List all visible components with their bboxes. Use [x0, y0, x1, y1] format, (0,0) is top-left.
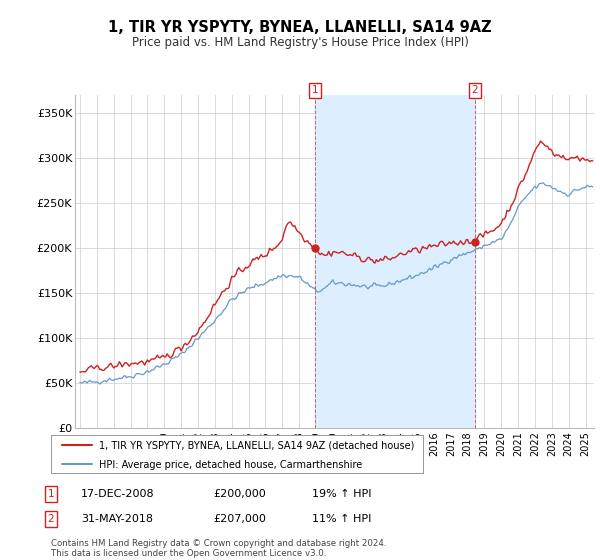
Text: 31-MAY-2018: 31-MAY-2018: [81, 514, 153, 524]
Text: £207,000: £207,000: [213, 514, 266, 524]
Text: 2: 2: [472, 85, 478, 95]
Text: Contains HM Land Registry data © Crown copyright and database right 2024.
This d: Contains HM Land Registry data © Crown c…: [51, 539, 386, 558]
Text: 1, TIR YR YSPYTY, BYNEA, LLANELLI, SA14 9AZ: 1, TIR YR YSPYTY, BYNEA, LLANELLI, SA14 …: [108, 20, 492, 35]
Text: 11% ↑ HPI: 11% ↑ HPI: [312, 514, 371, 524]
Text: 1: 1: [47, 489, 55, 499]
Text: Price paid vs. HM Land Registry's House Price Index (HPI): Price paid vs. HM Land Registry's House …: [131, 36, 469, 49]
Text: 2: 2: [47, 514, 55, 524]
Text: 1: 1: [312, 85, 319, 95]
Text: 1, TIR YR YSPYTY, BYNEA, LLANELLI, SA14 9AZ (detached house): 1, TIR YR YSPYTY, BYNEA, LLANELLI, SA14 …: [100, 441, 415, 451]
Text: 19% ↑ HPI: 19% ↑ HPI: [312, 489, 371, 499]
Text: £200,000: £200,000: [213, 489, 266, 499]
Text: 17-DEC-2008: 17-DEC-2008: [81, 489, 155, 499]
Text: HPI: Average price, detached house, Carmarthenshire: HPI: Average price, detached house, Carm…: [100, 460, 362, 470]
